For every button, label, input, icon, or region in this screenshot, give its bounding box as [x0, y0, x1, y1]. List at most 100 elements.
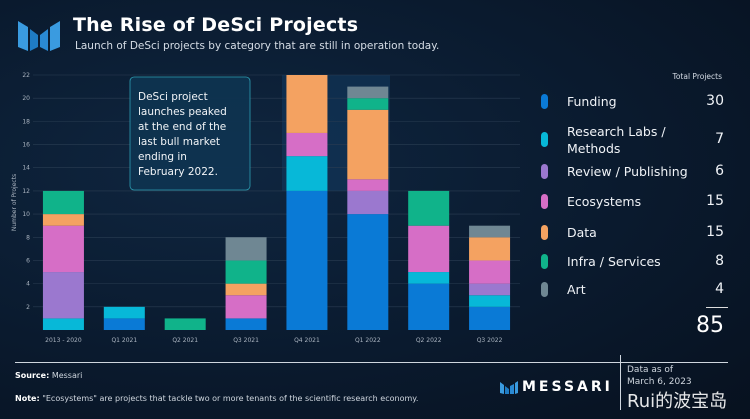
bar-segment-funding [286, 190, 328, 330]
bar-segment-ecosystems [408, 225, 450, 273]
y-tick-label: 16 [22, 142, 30, 149]
annotation-text-line: last bull market [138, 136, 220, 148]
bar-segment-data [225, 283, 267, 296]
bar-segment-review-publishing [42, 272, 84, 319]
brand-name: MESSARI [522, 379, 613, 395]
bar-segment-research-labs-methods [286, 156, 328, 191]
legend-swatch-icon [541, 254, 548, 269]
stacked-bar-chart: 2 4 6 8 10 12 14 16 18 20 22 Number of Projects 2013… [11, 72, 520, 344]
y-axis-label: Number of Projects [11, 174, 18, 231]
messari-logo-icon [18, 21, 60, 51]
bar-segment-ecosystems [42, 225, 84, 273]
bar-segment-data [42, 214, 84, 226]
legend-label: Art [567, 282, 586, 297]
x-tick-label: Q3 2022 [477, 337, 503, 344]
legend-total: 30 [706, 93, 724, 109]
messari-small-logo-icon [500, 381, 518, 394]
annotation-text-line: February 2022. [138, 166, 218, 178]
watermark: Rui的波宝岛 [627, 391, 728, 412]
legend-swatch-icon [541, 282, 548, 297]
page-subtitle: Launch of DeSci projects by category tha… [75, 40, 440, 52]
legend-label: Review / Publishing [567, 164, 688, 179]
bar-segment-review-publishing [469, 283, 511, 296]
total-divider [706, 307, 728, 308]
bar-segment-infra-services [225, 260, 267, 284]
annotation-text-line: launches peaked [138, 106, 227, 118]
legend-total: 15 [706, 193, 724, 209]
legend-swatch-icon [541, 94, 548, 109]
bar-segment-data [469, 237, 511, 261]
y-tick-label: 20 [22, 95, 30, 102]
legend-label: Ecosystems [567, 194, 642, 209]
footer-divider [15, 362, 728, 363]
annotation-text-line: ending in [138, 151, 187, 163]
bar-segment-funding [103, 318, 145, 330]
source-label: Source: [15, 371, 50, 380]
legend-total: 15 [706, 224, 724, 240]
bar-segment-funding [347, 214, 389, 330]
bar-segment-art [469, 225, 511, 238]
x-tick-label: Q3 2021 [233, 337, 259, 344]
annotation-box [129, 76, 251, 191]
bar-segment-ecosystems [347, 179, 389, 191]
y-tick-label: 14 [22, 165, 30, 172]
footer-vertical-divider [620, 355, 621, 410]
source-text: Messari [51, 371, 83, 380]
bar-segment-research-labs-methods [469, 295, 511, 307]
legend-total: 8 [715, 253, 724, 269]
page-title: The Rise of DeSci Projects [73, 14, 359, 36]
x-tick-label: Q1 2021 [111, 337, 137, 344]
bar-segment-funding [469, 306, 511, 330]
y-tick-label: 18 [22, 118, 30, 125]
legend-header: Total Projects [672, 72, 722, 81]
legend-label: Infra / Services [567, 254, 661, 269]
legend-swatch-icon [541, 194, 548, 209]
date-label: Data as of [627, 365, 674, 375]
y-tick-label: 4 [26, 281, 30, 288]
y-tick-label: 2 [26, 304, 30, 311]
x-tick-label: 2013 - 2020 [45, 337, 82, 344]
x-tick-label: Q1 2022 [355, 337, 381, 344]
grand-total: 85 [696, 313, 724, 338]
y-tick-label: 8 [26, 234, 30, 241]
note-label: Note: [15, 394, 40, 403]
y-tick-label: 10 [22, 211, 30, 218]
bar-segment-research-labs-methods [408, 272, 450, 284]
legend-label: Data [567, 225, 597, 240]
note-line: Note: "Ecosystems" are projects that tac… [15, 394, 418, 403]
annotation-text-line: DeSci project [138, 91, 208, 103]
legend-swatch-icon [541, 164, 548, 179]
bar-segment-ecosystems [286, 132, 328, 157]
y-tick-label: 22 [22, 72, 30, 79]
y-tick-label: 6 [26, 257, 30, 264]
date-value: March 6, 2023 [627, 377, 692, 387]
x-tick-label: Q2 2022 [416, 337, 442, 344]
bar-segment-ecosystems [225, 295, 267, 319]
legend-total: 4 [715, 281, 724, 297]
bar-segment-research-labs-methods [42, 318, 84, 330]
x-tick-label: Q2 2021 [172, 337, 198, 344]
bar-segment-infra-services [164, 318, 206, 330]
legend-total: 6 [715, 163, 724, 179]
legend-swatch-icon [541, 225, 548, 240]
bar-segment-infra-services [347, 98, 389, 110]
legend-label: Funding [567, 94, 617, 109]
bar-segment-data [347, 109, 389, 180]
note-text: "Ecosystems" are projects that tackle tw… [42, 394, 419, 403]
bar-segment-research-labs-methods [103, 306, 145, 319]
legend-total: 7 [715, 131, 724, 147]
bar-segment-art [347, 86, 389, 99]
x-tick-label: Q4 2021 [294, 337, 320, 344]
bar-segment-infra-services [408, 190, 450, 226]
bar-segment-data [286, 75, 328, 133]
annotation-text-line: at the end of the [138, 121, 226, 133]
bar-segment-review-publishing [347, 190, 389, 215]
legend-swatch-icon [541, 132, 548, 147]
bar-segment-art [225, 237, 267, 261]
bar-segment-funding [408, 283, 450, 330]
bar-segment-ecosystems [469, 260, 511, 284]
bar-segment-funding [225, 318, 267, 330]
y-tick-label: 12 [22, 188, 30, 195]
source-line: Source: Messari [15, 371, 82, 380]
legend-label: Research Labs / Methods [567, 124, 666, 156]
